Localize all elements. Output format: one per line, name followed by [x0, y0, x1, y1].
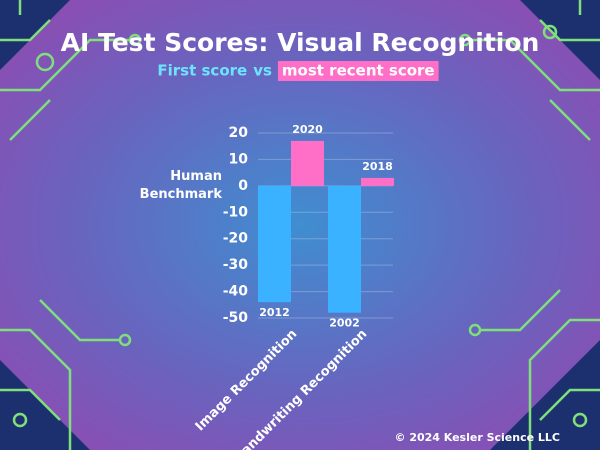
y-tick-label: -30: [223, 257, 249, 273]
legend-entry: most recent score: [282, 62, 435, 80]
y-tick-label: 0: [238, 178, 248, 194]
subtitle-connector: vs: [253, 62, 272, 80]
y-tick-label: -50: [223, 310, 249, 326]
bar: [361, 177, 394, 186]
y-tick-label: 20: [229, 125, 249, 141]
bar: [291, 140, 324, 186]
bar: [258, 185, 291, 303]
footer: © 2024 Kesler Science LLC: [394, 431, 560, 444]
y-tick-label: -10: [223, 204, 249, 220]
y-tick-label: 10: [229, 151, 249, 167]
bar-annotation: 2020: [292, 123, 323, 136]
legend-entry: First score: [157, 62, 247, 80]
bar-annotation: 2018: [362, 160, 393, 173]
y-tick-label: -20: [223, 231, 249, 247]
legend-swatch: [277, 61, 439, 81]
y-tick-label: -40: [223, 284, 249, 300]
chart-title: AI Test Scores: Visual Recognition: [61, 28, 540, 57]
bar-annotation: 2012: [259, 306, 290, 319]
y-axis-label: Human Benchmark: [140, 169, 223, 202]
bar: [328, 185, 361, 313]
bar-annotation: 2002: [329, 317, 360, 330]
